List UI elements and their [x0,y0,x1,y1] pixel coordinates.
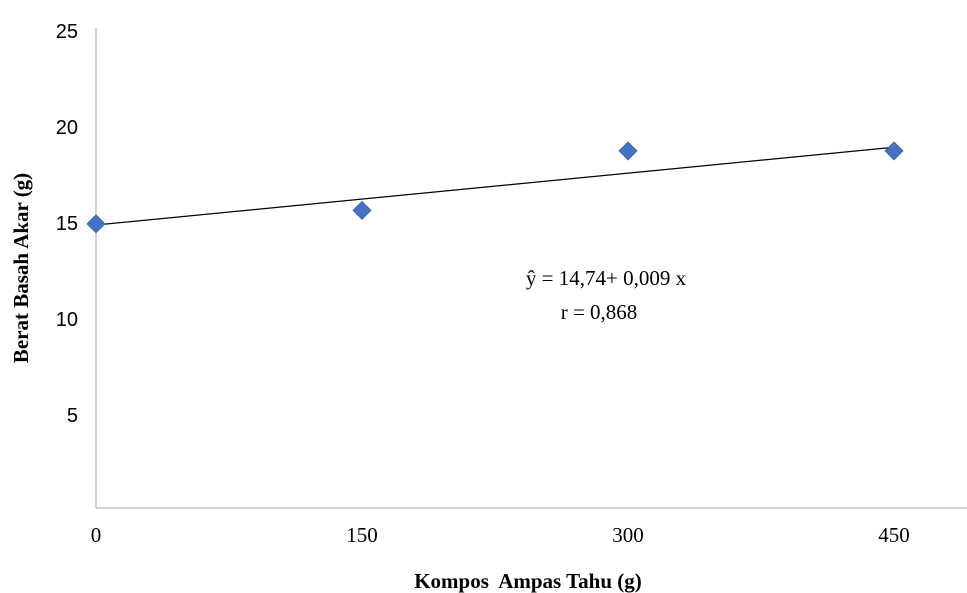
data-points [86,141,904,234]
data-point-2 [618,141,638,161]
y-tick-label-5: 5 [67,405,78,427]
data-point-3 [884,141,904,161]
data-point-1 [352,200,372,220]
x-tick-label-0: 0 [91,523,102,547]
y-tick-label-20: 20 [56,117,78,139]
y-tick-label-25: 25 [56,21,78,43]
y-axis-title: Berat Basah Akar (g) [9,173,33,363]
y-tick-label-15: 15 [56,213,78,235]
x-axis-title: Kompos Ampas Tahu (g) [414,569,642,593]
data-point-0 [86,214,106,234]
x-tick-label-450: 450 [878,523,910,547]
correlation-coefficient: r = 0,868 [561,300,638,324]
x-tick-label-300: 300 [612,523,644,547]
x-tick-label-150: 150 [346,523,378,547]
regression-equation: ŷ = 14,74+ 0,009 x [526,266,687,290]
y-tick-label-10: 10 [56,309,78,331]
trendline [95,146,895,226]
